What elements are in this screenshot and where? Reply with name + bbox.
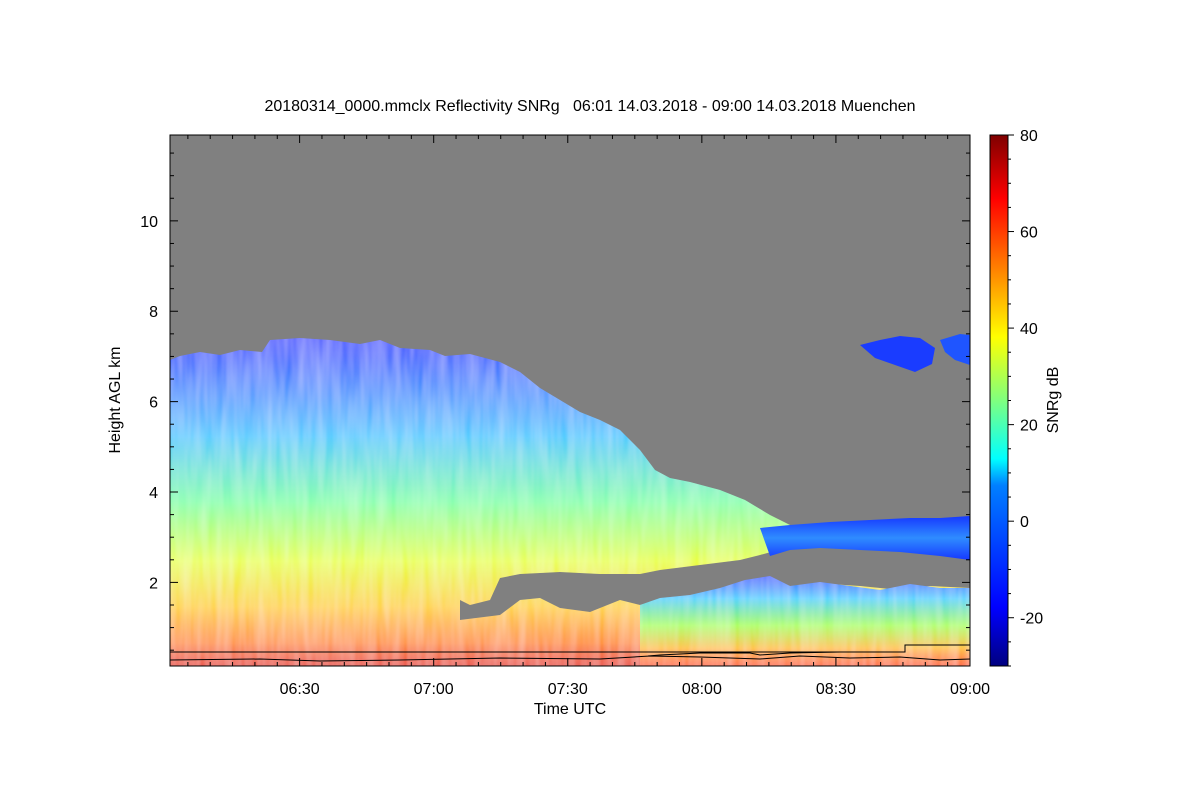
colorbar-tick-label: -20	[1020, 611, 1043, 628]
surface-line-lower	[170, 655, 970, 662]
chart-title: 20180314_0000.mmclx Reflectivity SNRg 06…	[264, 98, 916, 115]
upper-cloud-fringe	[940, 334, 970, 365]
colorbar-tick-label: 0	[1020, 514, 1029, 531]
colorbar-label: SNRg dB	[1045, 367, 1062, 434]
y-axis-title: Height AGL km	[107, 346, 124, 453]
x-tick-label: 08:30	[816, 681, 856, 698]
heatmap-field	[170, 334, 970, 666]
plot-frame	[169, 134, 971, 667]
y-tick-label: 8	[149, 304, 158, 321]
surface-line-upper	[170, 644, 970, 653]
y-tick-label: 4	[149, 485, 158, 502]
colorbar-tick-label: 60	[1020, 225, 1038, 242]
y-tick-label: 6	[149, 395, 158, 412]
y-tick-label: 2	[149, 575, 158, 592]
colorbar-tick-label: 80	[1020, 128, 1038, 145]
colorbar-tick-label: 40	[1020, 321, 1038, 338]
x-tick-label: 09:00	[950, 681, 990, 698]
colorbar-tick-label: 20	[1020, 418, 1038, 435]
colorbar-ticks: 80 60 40 20 0 -20	[1008, 128, 1043, 667]
x-axis-title: Time UTC	[534, 701, 606, 718]
x-axis: 06:30 07:00 07:30 08:00 08:30 09:00	[187, 135, 990, 698]
x-tick-label: 08:00	[682, 681, 722, 698]
x-tick-label: 06:30	[280, 681, 320, 698]
y-axis: 2 4 6 8 10	[140, 152, 970, 651]
surface-line-mid	[647, 651, 900, 657]
mid-level-layer	[760, 516, 970, 560]
x-tick-label: 07:00	[414, 681, 454, 698]
low-precip-right	[640, 576, 970, 666]
x-tick-label: 07:30	[548, 681, 588, 698]
y-tick-label: 10	[140, 214, 158, 231]
colorbar	[989, 134, 1009, 667]
upper-cloud-patch	[860, 336, 935, 372]
